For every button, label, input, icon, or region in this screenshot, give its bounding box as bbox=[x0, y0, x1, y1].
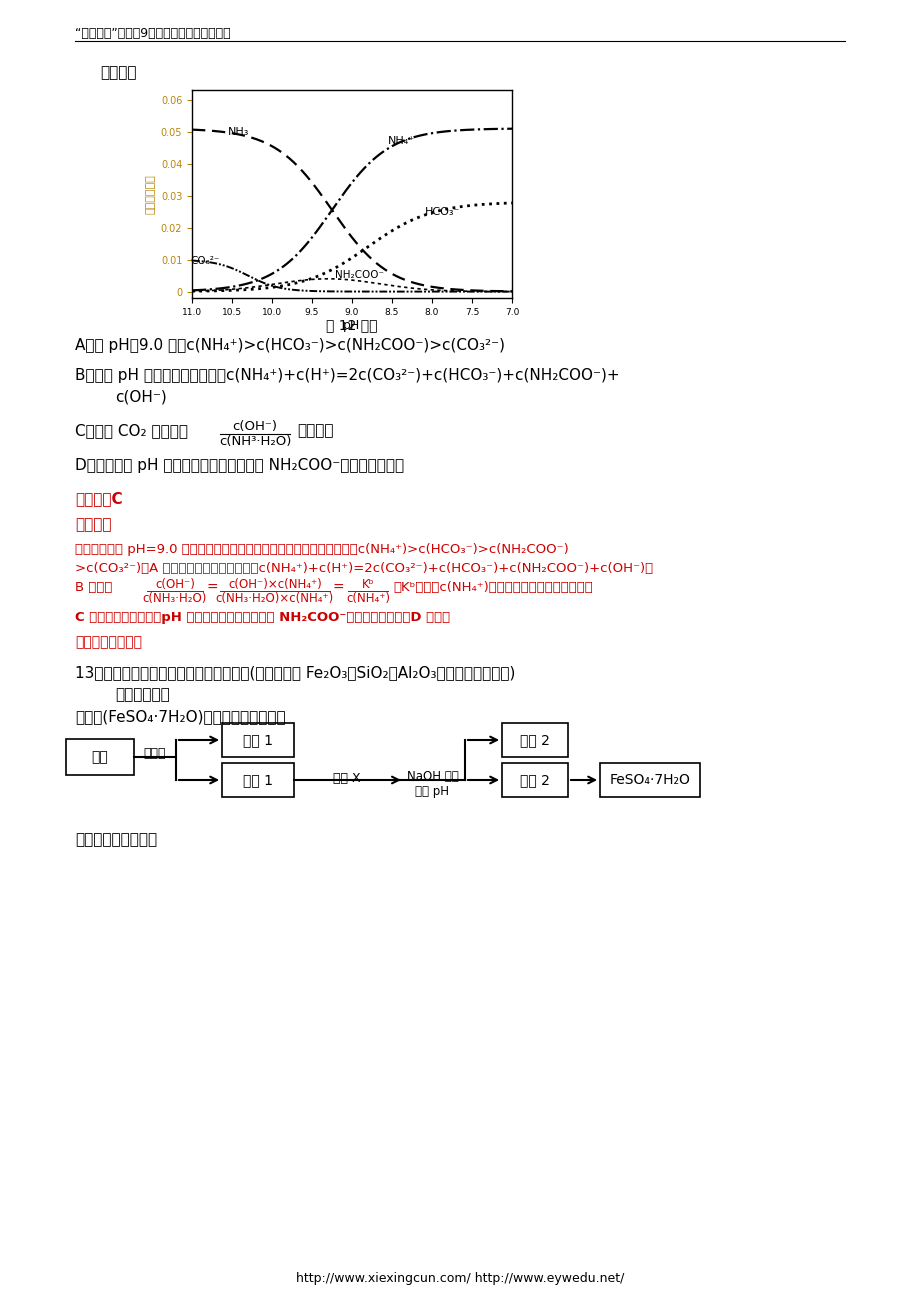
Text: 溶液 1: 溶液 1 bbox=[243, 773, 273, 786]
Text: Kᵇ: Kᵇ bbox=[361, 578, 374, 591]
Text: B 正确；: B 正确； bbox=[75, 581, 112, 594]
Text: 固体 2: 固体 2 bbox=[519, 733, 550, 747]
Text: 烧渣: 烧渣 bbox=[92, 750, 108, 764]
Text: http://www.xiexingcun.com/ http://www.eywedu.net/: http://www.xiexingcun.com/ http://www.ey… bbox=[296, 1272, 623, 1285]
Text: =: = bbox=[207, 581, 219, 595]
Bar bbox=[502, 763, 567, 797]
Text: “备课大师”全科【9门》：免注册，不收费！: “备课大师”全科【9门》：免注册，不收费！ bbox=[75, 27, 231, 40]
Text: c(NH₃·H₂O): c(NH₃·H₂O) bbox=[142, 592, 207, 605]
Text: D．在溶液中 pH 不断降低的过程中，有含 NH₂COO⁻的中间产物生成: D．在溶液中 pH 不断降低的过程中，有含 NH₂COO⁻的中间产物生成 bbox=[75, 458, 403, 473]
Text: 试剂 X: 试剂 X bbox=[333, 772, 360, 785]
Text: 足量酸: 足量酸 bbox=[143, 747, 166, 760]
Text: 正确的是: 正确的是 bbox=[100, 65, 136, 79]
Bar bbox=[599, 763, 699, 797]
Y-axis label: 物质的量分数: 物质的量分数 bbox=[145, 174, 155, 214]
Text: 13．某同学采用硫铁矿焙烧取硫后的烧渣(主要成分为 Fe₂O₃、SiO₂、Al₂O₃，不考虑其他杂质): 13．某同学采用硫铁矿焙烧取硫后的烧渣(主要成分为 Fe₂O₃、SiO₂、Al₂… bbox=[75, 665, 515, 680]
Text: 试题分析：在 pH=9.0 时，作直线垂直于横坐标，从图上可直接看得出：c(NH₄⁺)>c(HCO₃⁻)>c(NH₂COO⁻): 试题分析：在 pH=9.0 时，作直线垂直于横坐标，从图上可直接看得出：c(NH… bbox=[75, 543, 568, 556]
Text: HCO₃⁻: HCO₃⁻ bbox=[425, 207, 460, 217]
Text: 不断增大: 不断增大 bbox=[297, 423, 333, 437]
Text: NH₂COO⁻: NH₂COO⁻ bbox=[335, 270, 384, 280]
Text: 制取七水合硫: 制取七水合硫 bbox=[115, 687, 170, 702]
Text: C．随着 CO₂ 的通入，: C．随着 CO₂ 的通入， bbox=[75, 423, 187, 437]
Text: =: = bbox=[333, 581, 345, 595]
Text: B．不同 pH 的溶液中存在关系：c(NH₄⁺)+c(H⁺)=2c(CO₃²⁻)+c(HCO₃⁻)+c(NH₂COO⁻)+: B．不同 pH 的溶液中存在关系：c(NH₄⁺)+c(H⁺)=2c(CO₃²⁻)… bbox=[75, 368, 619, 383]
Text: 【答案】C: 【答案】C bbox=[75, 491, 122, 506]
Bar bbox=[66, 740, 134, 775]
Text: 考点：电解质溶液: 考点：电解质溶液 bbox=[75, 635, 142, 648]
Text: 下列说法不正确的是: 下列说法不正确的是 bbox=[75, 832, 157, 848]
X-axis label: pH: pH bbox=[343, 319, 360, 332]
Text: c(NH₃·H₂O)×c(NH₄⁺): c(NH₃·H₂O)×c(NH₄⁺) bbox=[216, 592, 334, 605]
Text: c(NH₄⁺): c(NH₄⁺) bbox=[346, 592, 390, 605]
Text: c(NH³·H₂O): c(NH³·H₂O) bbox=[219, 435, 291, 448]
Text: CO₃²⁻: CO₃²⁻ bbox=[190, 256, 220, 267]
Text: >c(CO₃²⁻)，A 正确；根据电荷守恒可得：c(NH₄⁺)+c(H⁺)=2c(CO₃²⁻)+c(HCO₃⁻)+c(NH₂COO⁻)+c(OH⁻)，: >c(CO₃²⁻)，A 正确；根据电荷守恒可得：c(NH₄⁺)+c(H⁺)=2c… bbox=[75, 562, 652, 575]
Text: FeSO₄·7H₂O: FeSO₄·7H₂O bbox=[609, 773, 689, 786]
Text: c(OH⁻): c(OH⁻) bbox=[115, 391, 166, 405]
Text: 固体 1: 固体 1 bbox=[243, 733, 273, 747]
Text: ，Kᵇ不变，c(NH₄⁺)不断增大，则比値不断减小，: ，Kᵇ不变，c(NH₄⁺)不断增大，则比値不断减小， bbox=[392, 581, 592, 594]
Text: c(OH⁻)×c(NH₄⁺): c(OH⁻)×c(NH₄⁺) bbox=[228, 578, 322, 591]
Text: 溶液 2: 溶液 2 bbox=[519, 773, 550, 786]
Text: NH₃: NH₃ bbox=[228, 126, 249, 137]
Text: c(OH⁻): c(OH⁻) bbox=[155, 578, 195, 591]
Text: NaOH 溶液
控制 pH: NaOH 溶液 控制 pH bbox=[406, 769, 458, 798]
Text: 酸亚铁(FeSO₄·7H₂O)，设计了如下流程：: 酸亚铁(FeSO₄·7H₂O)，设计了如下流程： bbox=[75, 710, 285, 724]
Text: 【解析】: 【解析】 bbox=[75, 517, 111, 533]
Bar bbox=[221, 763, 294, 797]
Bar bbox=[502, 723, 567, 756]
Text: NH₄⁺: NH₄⁺ bbox=[388, 137, 414, 146]
Bar bbox=[221, 723, 294, 756]
Text: C 不正确；从图上看，pH 降低过程中，有含，有含 NH₂COO⁻的中间产物生成，D 正确。: C 不正确；从图上看，pH 降低过程中，有含，有含 NH₂COO⁻的中间产物生成… bbox=[75, 611, 449, 624]
Text: 第 12 题图: 第 12 题图 bbox=[326, 318, 378, 332]
Text: A．在 pH＝9.0 时，c(NH₄⁺)>c(HCO₃⁻)>c(NH₂COO⁻)>c(CO₃²⁻): A．在 pH＝9.0 时，c(NH₄⁺)>c(HCO₃⁻)>c(NH₂COO⁻)… bbox=[75, 339, 505, 353]
Text: c(OH⁻): c(OH⁻) bbox=[233, 421, 278, 434]
